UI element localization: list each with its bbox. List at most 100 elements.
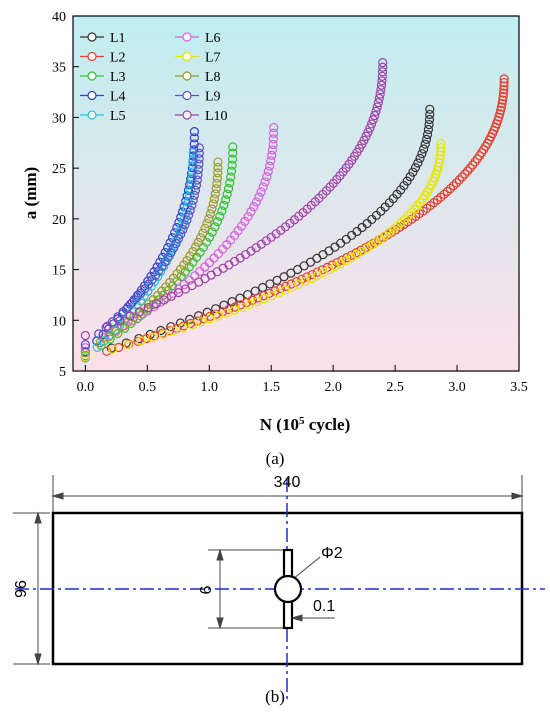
data-point [422,129,433,140]
data-point [95,338,105,348]
data-point [184,210,194,220]
data-point [229,305,240,315]
data-point [374,93,384,104]
y-tick-label: 5 [59,365,66,380]
data-point [134,307,145,317]
data-point [457,172,467,182]
data-point [256,187,266,197]
x-tick-label: 0.0 [77,380,95,395]
data-point [227,297,237,307]
data-point [80,352,90,362]
legend-item-l7: L7 [175,51,221,66]
data-point [159,295,169,305]
data-point [202,218,212,229]
data-point [195,247,205,257]
data-point [115,316,125,326]
data-point [275,284,285,294]
data-point [470,157,480,167]
data-point [366,119,377,129]
data-point [499,77,509,88]
data-point [318,267,329,278]
data-point [251,197,261,207]
data-point [189,190,199,200]
data-point [162,293,172,303]
data-point [227,154,238,164]
x-tick-labels: 0.0 0.5 1.0 1.5 2.0 2.5 3.0 3.5 [77,380,528,395]
x-tick-label: 1.0 [201,380,219,395]
data-point [194,159,204,169]
data-point [370,110,380,121]
data-point [272,275,282,285]
data-point [157,261,167,271]
data-point [190,185,201,195]
data-point [378,62,388,72]
data-point [373,98,383,108]
legend-item-l4: L4 [80,90,126,105]
data-point [460,169,470,179]
data-point [226,172,236,182]
data-point [171,238,181,249]
data-point [193,170,203,180]
y-tick-label: 40 [52,10,66,25]
data-point [193,237,203,247]
data-point [377,67,388,77]
data-point [346,252,357,263]
data-point [209,194,219,204]
data-point [254,192,264,202]
data-point [194,143,204,153]
data-point [180,220,190,230]
data-point [468,160,478,170]
x-axis-title: N (105 cycle) [260,415,350,434]
data-point [210,222,220,232]
data-point [442,186,452,197]
legend-label: L2 [110,51,126,66]
data-point [266,156,276,166]
legend-label: L3 [110,70,126,85]
data-point [151,299,161,309]
data-point [118,307,128,317]
data-point [141,333,152,344]
series-l9 [80,143,204,350]
data-point [302,272,312,282]
panel-b-label: (b) [265,687,285,706]
slot-length-label: 6 [198,585,215,594]
data-point [263,166,273,177]
data-point [312,270,323,281]
data-point [221,308,232,318]
series-l10 [80,58,388,341]
data-point [499,81,509,91]
data-point [168,326,179,336]
data-point [163,252,173,262]
arrow-top [34,511,42,524]
legend-label: L4 [110,90,126,105]
hole-diameter-label: Φ2 [321,545,343,562]
data-point [408,167,418,177]
data-point [146,281,156,291]
data-point [213,162,223,173]
center-hole [273,574,303,604]
data-point [498,92,508,102]
data-point [193,164,204,175]
data-point [111,326,121,336]
data-point [312,267,322,277]
data-point [205,209,216,219]
data-point [223,184,234,194]
data-point [246,207,256,217]
legend-label: L8 [205,70,221,85]
data-point [198,228,208,238]
data-point [104,332,114,342]
data-point [188,151,199,161]
data-point [240,216,250,226]
legend-item-l6: L6 [175,31,221,46]
data-point [207,204,217,214]
data-point [362,243,372,253]
legend: L1 L2 L3 L4 L5 L6 L7 L8 L9 L10 [80,31,228,124]
data-point [168,243,179,253]
data-point [425,109,435,120]
data-point [253,293,263,303]
data-point [462,166,473,176]
data-point [212,178,222,189]
legend-item-l8: L8 [175,70,221,85]
data-point [147,332,158,343]
y-tick-label: 20 [52,213,66,228]
